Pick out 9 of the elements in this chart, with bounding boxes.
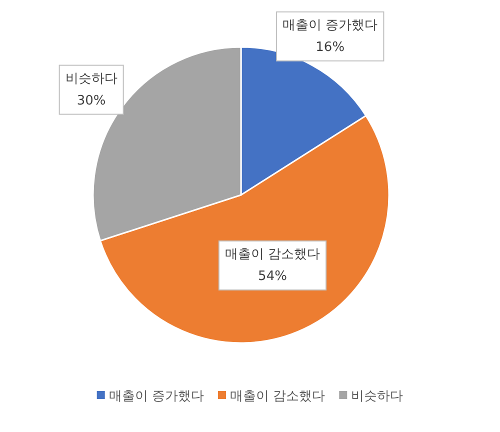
data-label: 16% <box>316 40 345 55</box>
legend-label: 매출이 증가했다 <box>108 389 204 404</box>
legend-label: 매출이 감소했다 <box>230 389 326 404</box>
slice-label: 매출이 증가했다 <box>282 18 378 33</box>
slice-label: 비슷하다 <box>65 71 118 86</box>
slice-label: 매출이 감소했다 <box>224 246 320 262</box>
legend-label: 비슷하다 <box>351 389 404 404</box>
data-label: 30% <box>76 93 106 108</box>
data-label: 54% <box>258 268 287 284</box>
